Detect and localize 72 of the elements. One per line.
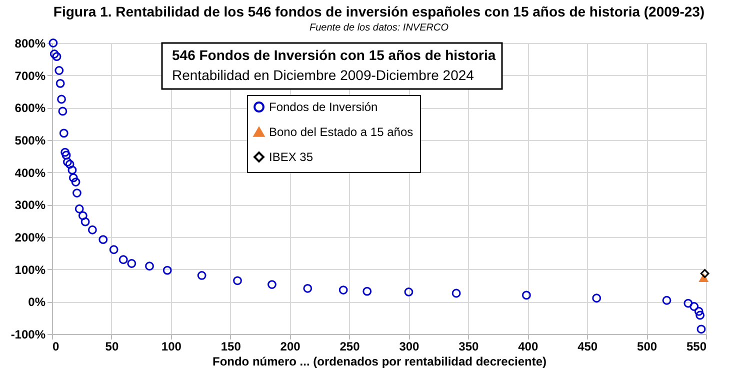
chart-title: Figura 1. Rentabilidad de los 546 fondos de inversión españoles con 15 años de historia (2009-23)	[53, 3, 705, 20]
y-tick-label: 500%	[14, 134, 46, 148]
point	[197, 271, 206, 280]
x-tick-label: 100	[161, 340, 182, 354]
y-tick-label: 800%	[14, 36, 46, 50]
point	[68, 173, 78, 182]
y-tick-label: 400%	[14, 166, 46, 180]
point	[88, 225, 97, 234]
point	[72, 188, 82, 198]
point	[52, 52, 62, 62]
point	[338, 286, 348, 294]
point	[80, 217, 90, 226]
legend-label: IBEX 35	[269, 150, 314, 164]
legend-label: Fondos de Inversión	[269, 100, 378, 114]
point	[696, 310, 705, 320]
y-tick-label: 100%	[14, 262, 46, 277]
y-tick-label: -100%	[10, 328, 46, 342]
legend-label: Bono del Estado a 15 años	[269, 125, 414, 139]
point	[58, 106, 68, 116]
point	[54, 66, 64, 75]
point	[71, 178, 80, 186]
point	[127, 259, 136, 268]
x-tick-label: 200	[280, 340, 301, 354]
point	[60, 148, 70, 157]
point	[696, 324, 706, 334]
point	[684, 298, 693, 308]
point	[362, 286, 372, 296]
x-axis-title: Fondo número ... (ordenados por rentabilidad decreciente)	[212, 354, 547, 368]
point	[63, 158, 72, 166]
point	[690, 302, 699, 311]
point	[65, 160, 74, 169]
point	[57, 94, 66, 104]
point	[162, 266, 172, 275]
point	[662, 296, 672, 305]
point	[303, 284, 312, 293]
point	[522, 290, 531, 300]
x-tick-label: 350	[458, 340, 480, 354]
y-tick-label: 200%	[14, 230, 46, 244]
x-tick-label: 0	[52, 340, 60, 354]
point	[78, 211, 88, 220]
x-tick-label: 500	[637, 340, 658, 354]
point	[59, 128, 68, 138]
point	[700, 269, 710, 278]
annotation: 546 Fondos de Inversión con 15 años de historia	[172, 47, 496, 63]
point	[56, 78, 65, 88]
chart-subtitle: Fuente de los datos: INVERCO	[310, 22, 449, 34]
y-tick-label: 600%	[14, 101, 46, 116]
point	[452, 288, 461, 298]
point	[404, 288, 414, 296]
x-tick-label: 400	[518, 340, 538, 354]
point	[68, 166, 77, 175]
point	[98, 235, 108, 244]
x-tick-label: 300	[399, 340, 420, 354]
point	[109, 245, 118, 254]
point	[50, 50, 59, 58]
point	[233, 276, 242, 286]
x-tick-label: 150	[220, 340, 242, 354]
point	[268, 280, 276, 289]
point	[118, 255, 128, 264]
annotation: Rentabilidad en Diciembre 2009-Diciembre 2024	[172, 67, 474, 83]
y-tick-label: 0%	[28, 295, 46, 310]
point	[592, 294, 602, 303]
x-tick-label: 550	[686, 340, 707, 354]
y-tick-label: 300%	[14, 198, 46, 212]
point	[694, 306, 704, 316]
y-tick-label: 700%	[14, 68, 46, 83]
point	[145, 262, 154, 271]
x-tick-label: 450	[578, 340, 598, 354]
point	[74, 204, 84, 214]
point	[62, 150, 71, 160]
x-tick-label: 50	[105, 340, 119, 354]
x-tick-label: 250	[340, 340, 360, 354]
